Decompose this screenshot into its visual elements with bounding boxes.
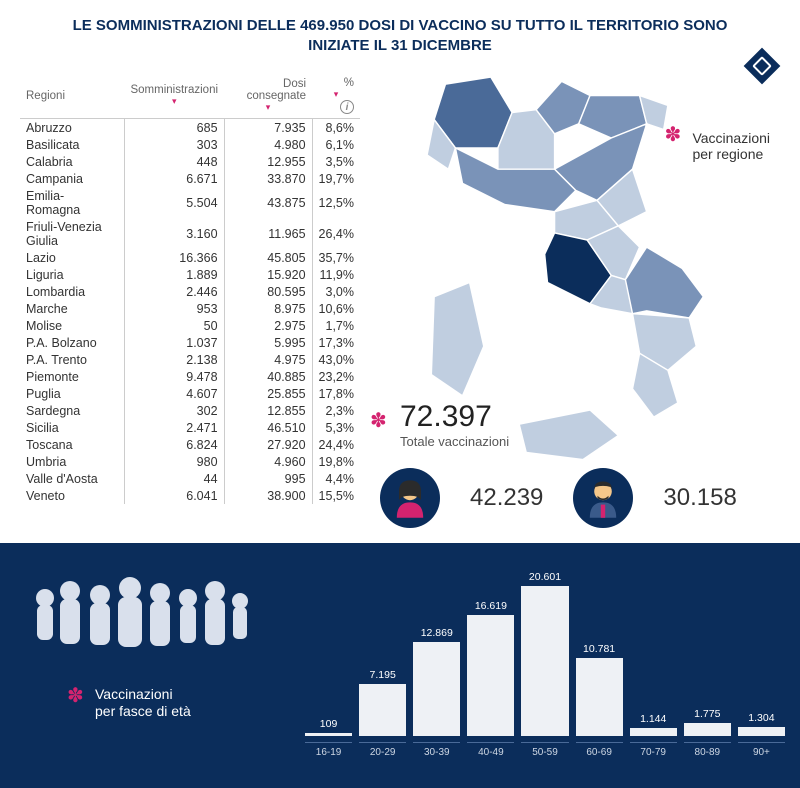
col-delivered[interactable]: Dosi consegnate▾ (224, 73, 312, 119)
col-region[interactable]: Regioni (20, 73, 124, 119)
table-row[interactable]: Lazio16.36645.80535,7% (20, 249, 360, 266)
table-row[interactable]: Liguria1.88915.92011,9% (20, 266, 360, 283)
table-row[interactable]: Valle d'Aosta449954,4% (20, 470, 360, 487)
table-row[interactable]: Friuli-Venezia Giulia3.16011.96526,4% (20, 218, 360, 249)
bar-col: 1.14470-79 (630, 713, 677, 758)
table-row[interactable]: Marche9538.97510,6% (20, 300, 360, 317)
info-icon[interactable]: i (340, 100, 354, 114)
flower-icon: ✽ (664, 122, 681, 147)
bar-col: 10.78160-69 (576, 643, 623, 758)
table-row[interactable]: Sardegna30212.8552,3% (20, 402, 360, 419)
bar-col: 16.61940-49 (467, 600, 514, 758)
bar-col: 12.86930-39 (413, 627, 460, 758)
male-count: 30.158 (663, 484, 736, 512)
table-row[interactable]: Basilicata3034.9806,1% (20, 136, 360, 153)
table-row[interactable]: Molise502.9751,7% (20, 317, 360, 334)
age-bar-chart: 10916-197.19520-2912.86930-3916.61940-49… (305, 563, 785, 758)
table-row[interactable]: Campania6.67133.87019,7% (20, 170, 360, 187)
table-row[interactable]: Abruzzo6857.9358,6% (20, 119, 360, 137)
age-panel: ✽ Vaccinazioniper fasce di età 10916-197… (0, 543, 800, 788)
table-row[interactable]: Puglia4.60725.85517,8% (20, 385, 360, 402)
age-chart-title: ✽ Vaccinazioniper fasce di età (95, 686, 191, 720)
table-row[interactable]: P.A. Bolzano1.0375.99517,3% (20, 334, 360, 351)
table-row[interactable]: Lombardia2.44680.5953,0% (20, 283, 360, 300)
female-count: 42.239 (470, 484, 543, 512)
table-row[interactable]: Emilia-Romagna5.50443.87512,5% (20, 187, 360, 218)
total-vaccinations: ✽ 72.397 Totale vaccinazioni (400, 400, 509, 449)
bar-col: 1.77580-89 (684, 708, 731, 758)
crowd-icon (25, 563, 255, 673)
table-row[interactable]: Calabria44812.9553,5% (20, 153, 360, 170)
bar-col: 20.60150-59 (521, 571, 568, 758)
table-row[interactable]: Sicilia2.47146.5105,3% (20, 419, 360, 436)
male-avatar (573, 468, 633, 528)
col-admin[interactable]: Somministrazioni▾ (124, 73, 224, 119)
table-row[interactable]: Umbria9804.96019,8% (20, 453, 360, 470)
map-caption: ✽ Vaccinazioniper regione (692, 130, 770, 162)
bar-col: 7.19520-29 (359, 669, 406, 758)
table-row[interactable]: P.A. Trento2.1384.97543,0% (20, 351, 360, 368)
bar-col: 1.30490+ (738, 712, 785, 758)
flower-icon: ✽ (370, 408, 387, 433)
col-pct[interactable]: %▾ i (312, 73, 360, 119)
flower-icon: ✽ (67, 684, 84, 708)
female-avatar (380, 468, 440, 528)
bar-col: 10916-19 (305, 718, 352, 758)
page-title: LE SOMMINISTRAZIONI DELLE 469.950 DOSI D… (0, 0, 800, 63)
table-row[interactable]: Piemonte9.47840.88523,2% (20, 368, 360, 385)
region-table: Regioni Somministrazioni▾ Dosi consegnat… (0, 63, 360, 504)
table-row[interactable]: Veneto6.04138.90015,5% (20, 487, 360, 504)
table-row[interactable]: Toscana6.82427.92024,4% (20, 436, 360, 453)
